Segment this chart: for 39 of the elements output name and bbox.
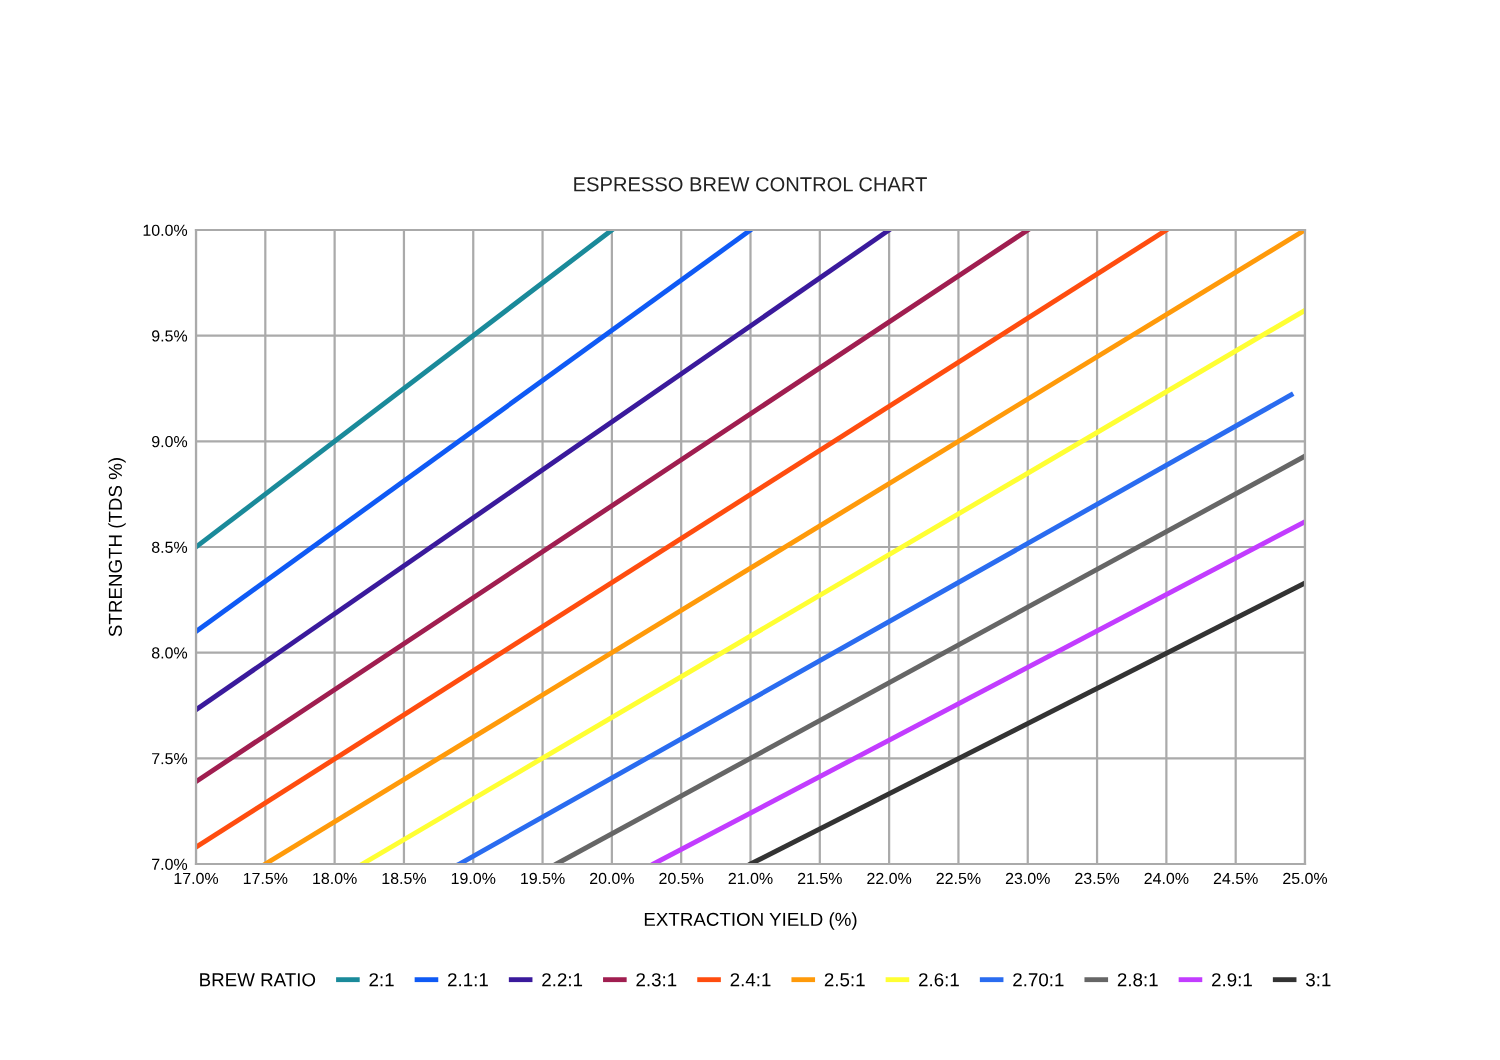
y-tick-label: 9.5% <box>152 330 188 342</box>
x-tick-label: 25.0% <box>1283 872 1328 885</box>
legend-label: 2:1 <box>369 973 394 987</box>
x-tick-label: 18.5% <box>382 872 427 885</box>
x-tick-label: 19.0% <box>451 872 496 885</box>
x-tick-label: 19.5% <box>521 872 565 885</box>
x-tick-label: 17.0% <box>174 872 219 885</box>
legend-label: 2.6:1 <box>919 973 959 987</box>
x-tick-label: 17.5% <box>243 872 288 885</box>
legend-label: 2.4:1 <box>730 973 771 987</box>
legend-label: 2.5:1 <box>824 973 865 987</box>
chart-title: ESPRESSO BREW CONTROL CHART <box>574 177 927 192</box>
x-tick-label: 21.0% <box>728 872 773 885</box>
x-tick-label: 21.5% <box>797 872 842 885</box>
x-tick-label: 23.5% <box>1075 872 1120 885</box>
x-tick-label: 20.0% <box>590 872 634 885</box>
y-tick-label: 7.0% <box>152 858 188 870</box>
x-tick-label: 24.5% <box>1213 872 1258 885</box>
legend-label: 2.3:1 <box>636 973 677 987</box>
y-tick-label: 8.0% <box>151 647 188 659</box>
legend-label: 2.1:1 <box>448 973 488 987</box>
x-tick-label: 22.0% <box>867 872 912 885</box>
y-tick-label: 7.5% <box>152 753 188 765</box>
y-tick-label: 10.0% <box>143 224 188 236</box>
y-tick-label: 9.0% <box>152 435 188 448</box>
legend-title: BREW RATIO <box>200 973 316 987</box>
x-tick-label: 23.0% <box>1005 872 1050 885</box>
legend-label: 2.70:1 <box>1013 973 1064 987</box>
x-tick-label: 18.0% <box>313 872 357 885</box>
y-axis-title: STRENGTH (TDS %) <box>108 458 126 637</box>
legend-label: 2.2:1 <box>542 973 583 987</box>
x-tick-label: 20.5% <box>659 872 704 885</box>
x-tick-label: 22.5% <box>936 872 981 885</box>
legend-label: 2.8:1 <box>1117 973 1158 987</box>
legend-label: 3:1 <box>1306 973 1331 987</box>
legend-label: 2.9:1 <box>1212 973 1252 987</box>
x-tick-label: 24.0% <box>1144 872 1189 885</box>
x-axis-title: EXTRACTION YIELD (%) <box>644 912 857 930</box>
y-tick-label: 8.5% <box>151 541 188 553</box>
